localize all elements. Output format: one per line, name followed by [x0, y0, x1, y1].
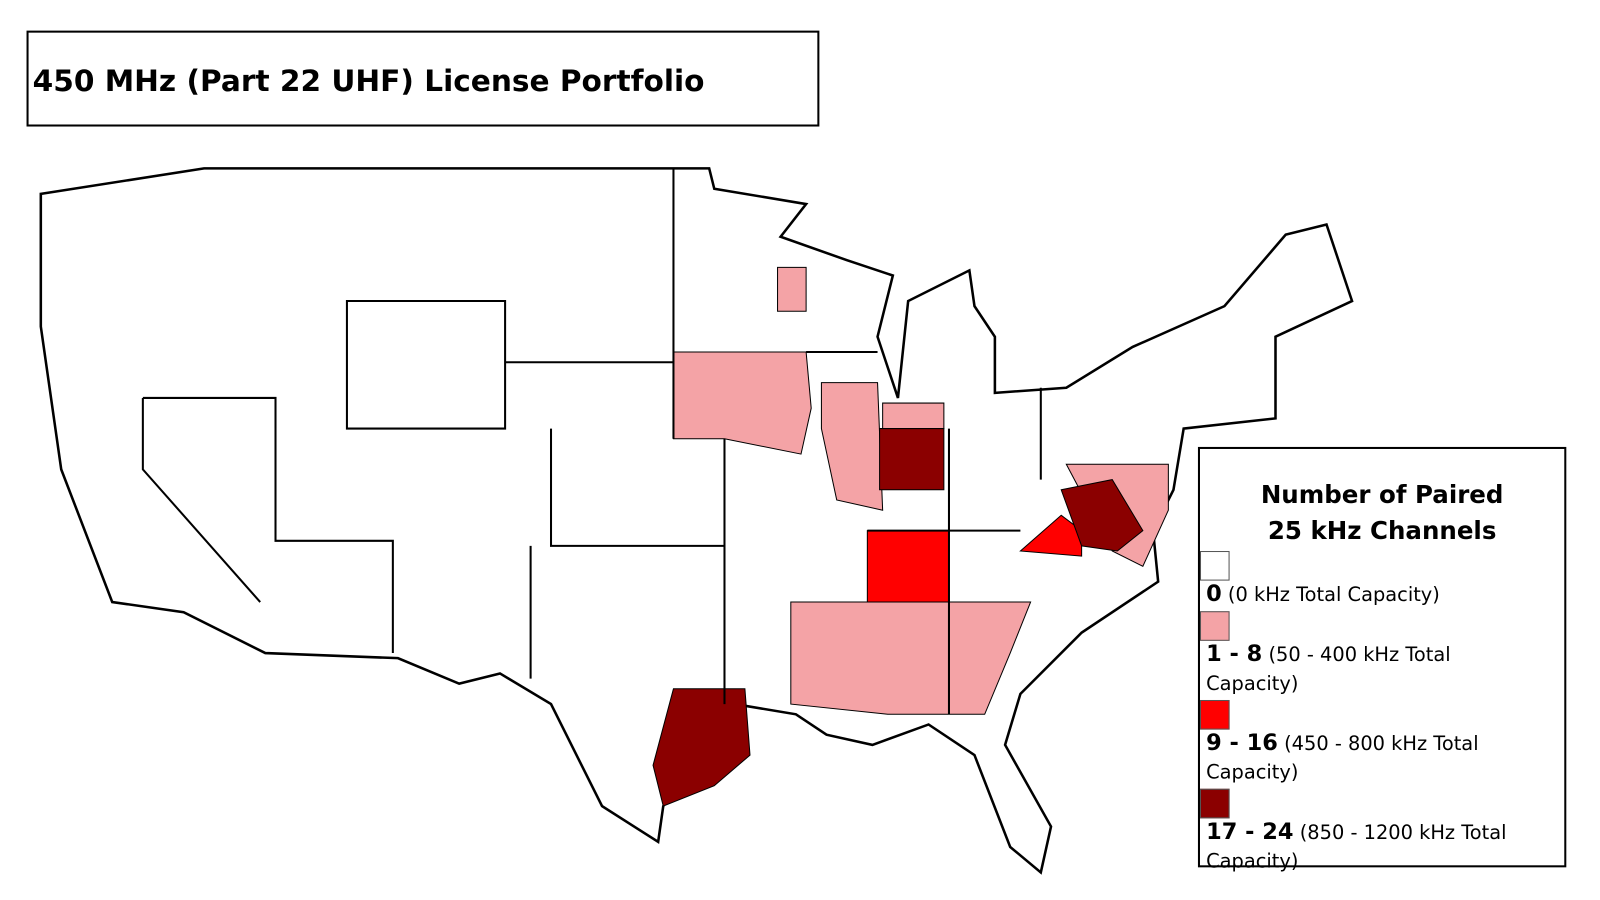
- region: [882, 402, 945, 430]
- legend-swatch: [1199, 788, 1230, 819]
- region: [866, 530, 950, 603]
- legend-item: 1 - 8 (50 - 400 kHz Total Capacity): [1199, 611, 1564, 698]
- region: [1060, 479, 1144, 552]
- legend-title-line: Number of Paired: [1260, 480, 1504, 510]
- legend-text: 0 (0 kHz Total Capacity): [1206, 581, 1522, 610]
- legend-item: 9 - 16 (450 - 800 kHz Total Capacity): [1199, 699, 1564, 787]
- legend-label: 17 - 24: [1206, 819, 1294, 845]
- legend-item: 0 (0 kHz Total Capacity): [1199, 551, 1564, 610]
- region: [652, 688, 751, 807]
- legend-label: 9 - 16: [1206, 730, 1278, 757]
- legend-text: 1 - 8 (50 - 400 kHz Total Capacity): [1206, 641, 1522, 698]
- legend-text: 17 - 24 (850 - 1200 kHz Total Capacity): [1206, 818, 1522, 875]
- legend-swatch: [1199, 551, 1230, 581]
- region: [790, 601, 1032, 715]
- title-box: 450 MHz (Part 22 UHF) License Portfolio: [26, 30, 820, 127]
- legend-item: 17 - 24 (850 - 1200 kHz Total Capacity): [1199, 788, 1564, 876]
- legend-title-line: 25 kHz Channels: [1267, 516, 1497, 545]
- legend-swatch: [1199, 611, 1230, 641]
- us-outline: [39, 167, 1354, 875]
- legend-detail: (50 - 400 kHz Total Capacity): [1206, 643, 1451, 695]
- legend: Number of Paired 25 kHz Channels 0 (0 kHz…: [1197, 446, 1567, 872]
- region: [672, 351, 812, 455]
- legend-label: 1 - 8: [1206, 641, 1263, 668]
- legend-label: 0: [1206, 581, 1222, 608]
- region: [820, 382, 884, 511]
- state-lines: [141, 168, 1042, 715]
- legend-text: 9 - 16 (450 - 800 kHz Total Capacity): [1206, 730, 1522, 787]
- legend-detail: (450 - 800 kHz Total Capacity): [1206, 732, 1479, 784]
- legend-detail: (850 - 1200 kHz Total Capacity): [1206, 821, 1507, 873]
- legend-detail: (0 kHz Total Capacity): [1227, 583, 1440, 607]
- legend-title: Number of Paired 25 kHz Channels: [1200, 478, 1564, 549]
- region: [879, 428, 945, 491]
- legend-swatch: [1199, 699, 1230, 730]
- region: [777, 266, 807, 312]
- title: 450 MHz (Part 22 UHF) License Portfolio: [32, 63, 705, 98]
